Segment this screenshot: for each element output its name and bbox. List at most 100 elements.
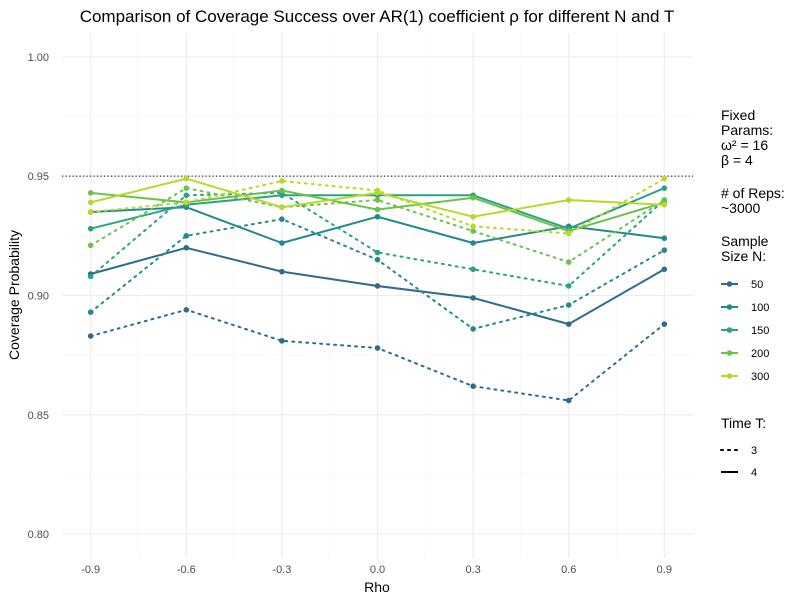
x-tick-label: 0.9	[657, 564, 672, 576]
series-layer	[87, 175, 668, 404]
legend-size-item: 200	[721, 348, 769, 360]
series-N50-T3	[87, 307, 668, 404]
data-point	[87, 225, 94, 232]
legend-reps-line: # of Reps:	[721, 185, 785, 201]
data-point	[470, 240, 476, 246]
data-point	[565, 283, 572, 289]
data-point	[87, 190, 94, 196]
data-point	[279, 178, 285, 184]
data-point	[183, 199, 190, 206]
data-point	[183, 307, 190, 313]
series-N300-T4	[87, 175, 668, 220]
data-point	[470, 326, 476, 332]
data-point	[279, 216, 285, 222]
data-point	[470, 223, 476, 230]
x-tick-label: 0.3	[465, 564, 480, 576]
data-point	[87, 309, 94, 316]
x-axis-label: Rho	[364, 579, 390, 595]
legend-fixed-params-line: Params:	[721, 122, 773, 138]
legend-size-label: 200	[751, 348, 769, 360]
legend-size-title-line: Sample	[721, 233, 769, 249]
data-point	[470, 228, 476, 234]
x-tick-label: -0.3	[272, 564, 291, 576]
data-point	[87, 242, 94, 249]
data-point	[183, 244, 190, 251]
legend-reps-line: ~3000	[721, 200, 761, 216]
data-point	[279, 192, 285, 199]
data-point	[470, 194, 476, 201]
data-point	[470, 383, 476, 389]
legend-fixed-params-line: Fixed	[721, 107, 755, 123]
data-point	[565, 397, 572, 404]
data-point	[279, 240, 285, 246]
data-point	[661, 175, 668, 182]
legend-time-item: 4	[721, 467, 757, 479]
data-point	[183, 175, 190, 182]
y-tick-label: 0.85	[28, 410, 49, 422]
legend-size-item: 150	[721, 325, 769, 337]
data-point	[470, 213, 476, 220]
data-point	[661, 266, 668, 273]
data-point	[183, 185, 190, 191]
data-point	[374, 190, 381, 196]
y-axis-label: Coverage Probability	[6, 230, 22, 360]
data-point	[87, 333, 94, 339]
y-tick-label: 0.80	[28, 529, 49, 541]
data-point	[470, 266, 476, 273]
y-tick-label: 0.90	[28, 291, 49, 303]
data-point	[374, 345, 381, 351]
data-point	[279, 187, 285, 194]
x-tick-label: -0.9	[81, 564, 100, 576]
data-point	[565, 321, 572, 327]
data-point	[565, 302, 572, 308]
legend-size-title-line: Size N:	[721, 248, 766, 264]
legend-size-key-point	[726, 373, 733, 379]
data-point	[183, 233, 190, 239]
data-point	[374, 197, 381, 203]
legend-size-label: 300	[751, 371, 769, 383]
legend-size-key-point	[726, 304, 733, 310]
y-tick-label: 1.00	[28, 52, 49, 64]
data-point	[279, 204, 285, 211]
data-point	[661, 202, 668, 208]
y-tick-label: 0.95	[28, 171, 49, 183]
data-point	[565, 259, 572, 265]
series-N100-T3	[87, 216, 668, 332]
legend-time-title: Time T:	[721, 415, 766, 431]
data-point	[87, 199, 94, 206]
x-tick-label: 0.6	[561, 564, 576, 576]
legend-size-label: 150	[751, 325, 769, 337]
data-point	[374, 283, 381, 289]
data-point	[279, 338, 285, 344]
data-point	[565, 197, 572, 203]
legend-time-label: 4	[751, 467, 757, 479]
data-point	[374, 249, 381, 256]
legend-size-label: 50	[751, 279, 763, 291]
x-tick-label: -0.6	[177, 564, 196, 576]
data-point	[565, 230, 572, 237]
data-point	[661, 321, 668, 327]
data-point	[279, 268, 285, 275]
data-point	[470, 295, 476, 301]
legend-time-item: 3	[720, 445, 757, 457]
axis-tick-labels: -0.9 -0.6 -0.3 0.0 0.3 0.6 0.9 0.80 0.85 0.90 0.95…	[28, 52, 672, 576]
data-point	[87, 209, 94, 215]
data-point	[374, 213, 381, 220]
chart-title: Comparison of Coverage Success over AR(1…	[80, 7, 675, 26]
legend-fixed-params-line: ω² = 16	[721, 137, 768, 153]
data-point	[661, 235, 668, 242]
data-point	[183, 192, 190, 199]
legend-size-item: 100	[721, 302, 769, 314]
legend-size-key-point	[726, 327, 733, 333]
data-point	[661, 185, 668, 191]
data-point	[661, 247, 668, 253]
legend-size-item: 50	[721, 279, 763, 291]
legend-size-item: 300	[721, 371, 769, 383]
data-point	[87, 273, 94, 280]
data-point	[374, 256, 381, 263]
data-point	[374, 206, 381, 213]
legend-fixed-params-line: β = 4	[721, 152, 753, 168]
